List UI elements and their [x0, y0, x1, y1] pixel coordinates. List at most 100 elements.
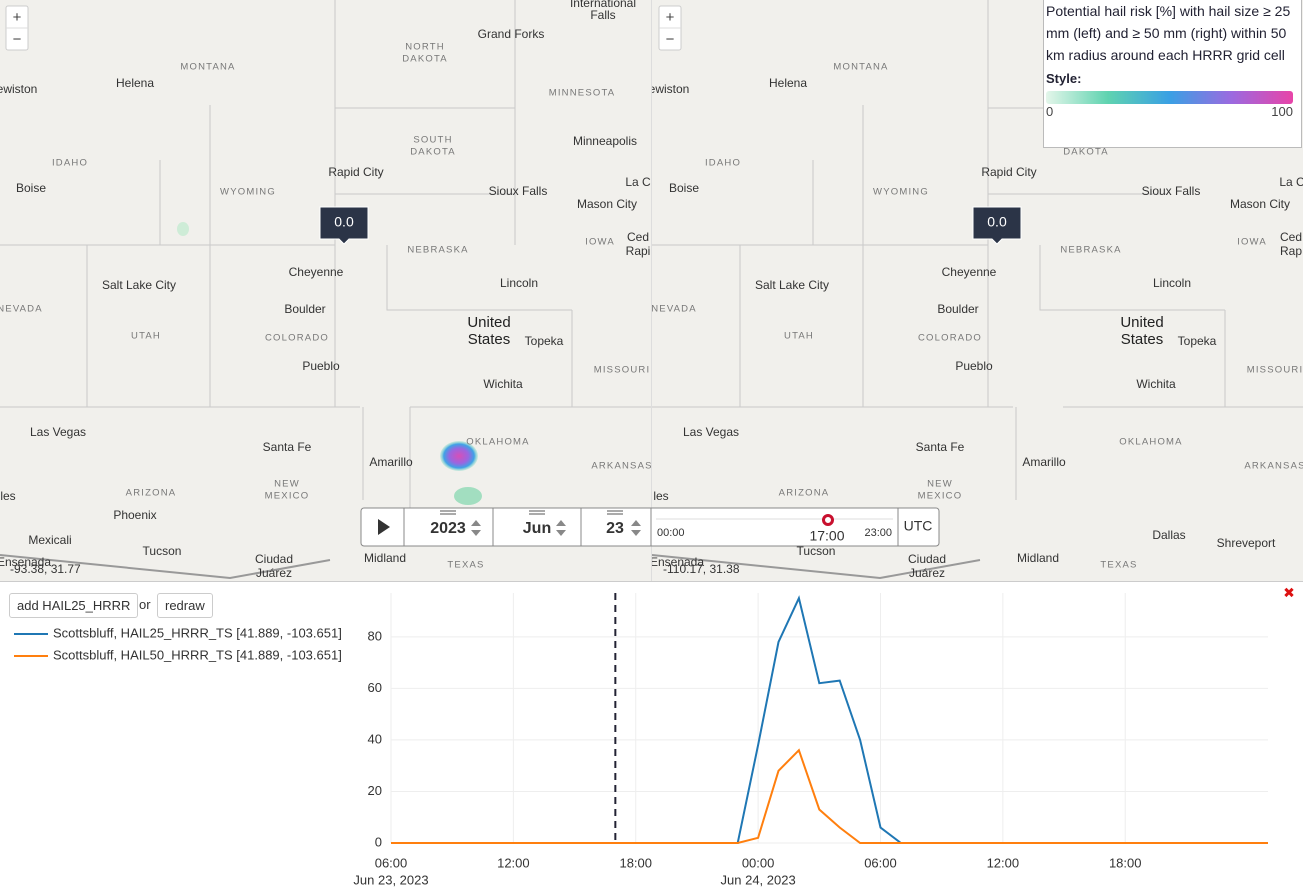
city-label: Ced — [627, 230, 649, 244]
state-label: ARKANSAS — [1244, 461, 1303, 472]
state-label: IOWA — [585, 237, 615, 248]
city-label: Pueblo — [302, 359, 340, 373]
x-tick-label: 00:00 — [742, 855, 775, 870]
y-tick-label: 40 — [368, 731, 382, 746]
x-tick-label: 18:00 — [1109, 855, 1142, 870]
city-label: States — [468, 331, 511, 348]
series-line — [391, 748, 1268, 844]
state-label: NEVADA — [0, 304, 43, 315]
y-tick-label: 20 — [368, 783, 382, 798]
state-label: MEXICO — [265, 491, 310, 502]
city-label: La C — [625, 175, 651, 189]
chart: 0 20 40 60 80 06:00 Jun 23, 2023 12:00 18:00 00:0… — [14, 593, 1268, 887]
state-label: OKLAHOMA — [1119, 437, 1182, 448]
add-button[interactable]: add HAIL25_HRRR — [9, 593, 139, 618]
city-label: Rapid City — [981, 165, 1036, 179]
time-control: 2023 Jun 23 00:00 23:00 17:00 UTC — [360, 507, 940, 547]
zoom-out[interactable]: − — [13, 31, 22, 48]
play-button[interactable] — [378, 519, 390, 535]
city-label: Las Vegas — [30, 425, 86, 439]
city-label: States — [1121, 331, 1164, 348]
state-label: WYOMING — [220, 187, 276, 198]
slider-start: 00:00 — [657, 527, 685, 539]
hail-blob — [454, 487, 482, 505]
city-label: les — [0, 489, 15, 503]
x-tick-label: 06:00 — [864, 855, 897, 870]
y-tick-label: 80 — [368, 628, 382, 643]
month[interactable]: Jun — [523, 520, 551, 537]
hail-blob — [440, 441, 478, 471]
city-label: Santa Fe — [263, 440, 312, 454]
hail-blob — [177, 222, 189, 236]
day[interactable]: 23 — [606, 520, 624, 537]
legend-entry: Scottsbluff, HAIL25_HRRR_TS [41.889, -10… — [53, 625, 342, 640]
state-label: MEXICO — [918, 491, 963, 502]
series-line — [391, 595, 1268, 844]
y-tick-label: 0 — [375, 834, 382, 849]
city-label: Boise — [16, 181, 46, 195]
zoom-in[interactable]: + — [13, 9, 22, 26]
state-label: ARKANSAS — [591, 461, 652, 472]
city-label: Mexicali — [28, 533, 71, 547]
zoom-out[interactable]: − — [666, 31, 675, 48]
state-label: TEXAS — [447, 560, 484, 571]
city-label: La C — [1279, 175, 1303, 189]
drag-handles — [440, 510, 623, 515]
scale-min: 0 — [1046, 104, 1054, 119]
x-tick-label: 06:00 — [375, 855, 408, 870]
tooltip: 0.0 — [987, 214, 1007, 230]
city-label: Rapi — [626, 244, 651, 258]
state-label: COLORADO — [918, 333, 982, 344]
coordinates: -110.17, 31.38 — [663, 562, 740, 576]
state-label: NEW — [927, 479, 953, 490]
city-label: ewiston — [649, 82, 690, 96]
slider-thumb[interactable] — [822, 514, 834, 526]
state-label: IDAHO — [52, 158, 88, 169]
year[interactable]: 2023 — [430, 520, 466, 537]
x-tick-label: 12:00 — [987, 855, 1020, 870]
state-label: COLORADO — [265, 333, 329, 344]
state-label: DAKOTA — [402, 54, 448, 65]
style-select[interactable] — [1046, 91, 1293, 104]
city-label: Juárez — [909, 566, 945, 580]
state-label: DAKOTA — [410, 147, 456, 158]
state-label: UTAH — [784, 331, 814, 342]
state-label: IDAHO — [705, 158, 741, 169]
x-tick-label: 18:00 — [619, 855, 652, 870]
borders — [0, 0, 1303, 580]
city-label: Ced — [1280, 230, 1302, 244]
city-label: Rap — [1280, 244, 1302, 258]
zoom-in[interactable]: + — [666, 9, 675, 26]
city-label: Amarillo — [369, 455, 413, 469]
city-label: Midland — [364, 551, 406, 565]
city-label: Topeka — [525, 334, 564, 348]
city-label: Midland — [1017, 551, 1059, 565]
city-label: Rapid City — [328, 165, 383, 179]
city-label: Pueblo — [955, 359, 993, 373]
style-label: Style: — [1046, 71, 1082, 86]
state-label: MONTANA — [180, 62, 235, 73]
state-label: TEXAS — [1100, 560, 1137, 571]
city-label: Wichita — [483, 377, 523, 391]
city-label: Minneapolis — [573, 134, 637, 148]
state-label: WYOMING — [873, 187, 929, 198]
close-button[interactable]: ✖ — [1283, 585, 1295, 601]
state-label: NEBRASKA — [1060, 245, 1121, 256]
x-tick-label: 12:00 — [497, 855, 530, 870]
map-right: ewiston Helena MONTANA IDAHO Boise WYOMING DAK… — [649, 5, 1303, 580]
timezone: UTC — [904, 518, 933, 534]
city-label: Wichita — [1136, 377, 1176, 391]
tooltip-box — [972, 206, 1022, 245]
city-label: Sioux Falls — [489, 184, 548, 198]
redraw-button[interactable]: redraw — [157, 593, 213, 618]
state-label: ARIZONA — [126, 488, 177, 499]
city-label: Salt Lake City — [755, 278, 829, 292]
coordinates: -93.38, 31.77 — [10, 562, 81, 576]
city-label: International — [570, 0, 636, 10]
state-label: MINNESOTA — [549, 88, 616, 99]
city-label: Lincoln — [500, 276, 538, 290]
state-label: IOWA — [1237, 237, 1267, 248]
city-label: Tucson — [143, 544, 182, 558]
city-label: United — [1120, 314, 1163, 331]
city-label: Las Vegas — [683, 425, 739, 439]
